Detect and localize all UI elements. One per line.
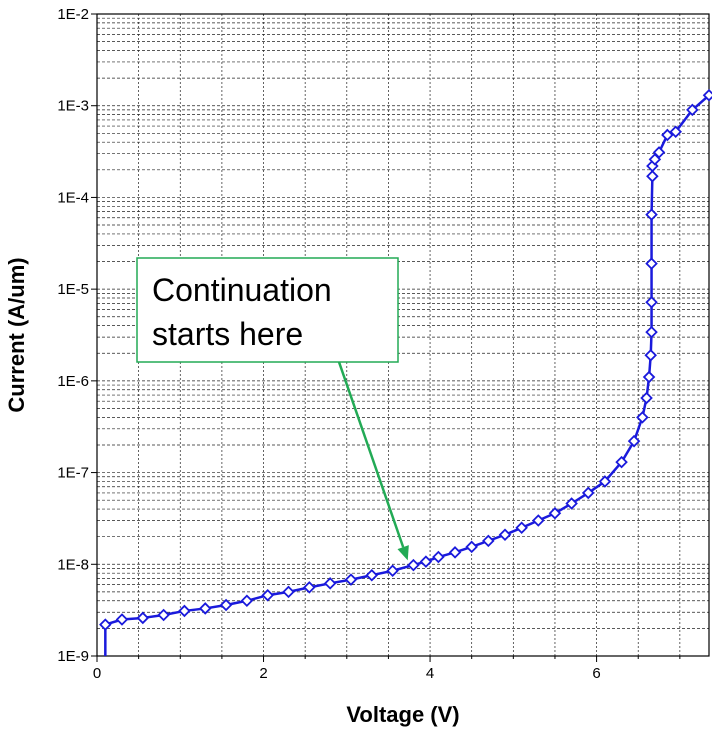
data-point-marker <box>448 546 462 559</box>
y-tick-label: 1E-2 <box>57 6 89 23</box>
data-point-marker <box>669 125 682 139</box>
data-point-marker <box>646 170 659 183</box>
data-point-marker <box>652 146 666 159</box>
data-point-marker <box>465 540 478 554</box>
data-point-marker <box>645 257 658 270</box>
y-tick-label: 1E-7 <box>57 465 89 482</box>
data-point-marker <box>581 486 595 500</box>
data-point-marker <box>136 611 150 625</box>
data-point-marker <box>645 208 658 221</box>
data-point-marker <box>661 128 674 142</box>
data-point-marker <box>498 528 512 542</box>
x-tick-label: 0 <box>93 665 101 682</box>
y-axis-title: Current (A/um) <box>4 257 29 412</box>
data-point-marker <box>532 514 545 527</box>
data-point-marker <box>702 88 712 102</box>
data-point-marker <box>644 349 657 362</box>
data-point-marker <box>303 581 316 594</box>
x-axis-title: Voltage (V) <box>346 702 459 727</box>
y-tick-label: 1E-5 <box>57 281 89 298</box>
data-point-marker <box>645 295 658 309</box>
data-point-marker <box>99 618 112 631</box>
data-point-marker <box>323 577 337 590</box>
data-point-marker <box>282 585 295 599</box>
data-point-marker <box>645 325 658 339</box>
y-tick-label: 1E-8 <box>57 556 89 573</box>
axis-ticks: 0 2 4 6 1E-9 1E-8 1E-7 1E-6 1E-5 1E-4 1E-3 1E-2 <box>57 6 681 682</box>
data-point-marker <box>386 564 399 578</box>
data-point-marker <box>686 103 699 117</box>
y-tick-label: 1E-6 <box>57 373 89 390</box>
data-point-marker <box>419 555 433 568</box>
x-tick-label: 2 <box>259 665 267 682</box>
data-point-marker <box>365 568 379 582</box>
x-tick-label: 4 <box>426 665 434 682</box>
data-point-marker <box>407 558 420 572</box>
data-point-marker <box>157 608 170 622</box>
data-point-marker <box>640 391 653 405</box>
y-tick-label: 1E-3 <box>57 98 89 115</box>
data-point-marker <box>615 455 628 469</box>
data-point-marker <box>627 434 641 448</box>
series-curve <box>99 88 712 656</box>
data-point-marker <box>115 613 129 626</box>
data-point-marker <box>515 521 528 535</box>
data-point-marker <box>482 534 495 548</box>
data-point-marker <box>642 370 656 384</box>
annotation-text-line-1: Continuation <box>152 272 332 308</box>
data-point-marker <box>565 497 578 510</box>
data-point-marker <box>548 506 562 520</box>
data-point-marker <box>636 411 649 424</box>
annotation-arrow <box>337 361 405 548</box>
data-point-marker <box>261 588 274 602</box>
data-point-marker <box>178 604 191 618</box>
x-tick-label: 6 <box>592 665 600 682</box>
y-tick-label: 1E-9 <box>57 648 89 665</box>
series-line <box>104 94 710 656</box>
annotation: Continuation starts here <box>136 257 409 561</box>
annotation-text-line-2: starts here <box>152 316 303 352</box>
data-point-marker <box>240 594 254 608</box>
plot-frame <box>96 13 710 657</box>
data-point-marker <box>344 573 358 586</box>
annotation-arrowhead <box>397 545 409 561</box>
data-point-marker <box>432 550 445 564</box>
y-tick-label: 1E-4 <box>57 189 89 206</box>
data-point-marker <box>219 598 233 612</box>
data-point-marker <box>198 602 212 615</box>
data-point-marker <box>598 475 612 488</box>
annotation-box <box>136 257 399 363</box>
